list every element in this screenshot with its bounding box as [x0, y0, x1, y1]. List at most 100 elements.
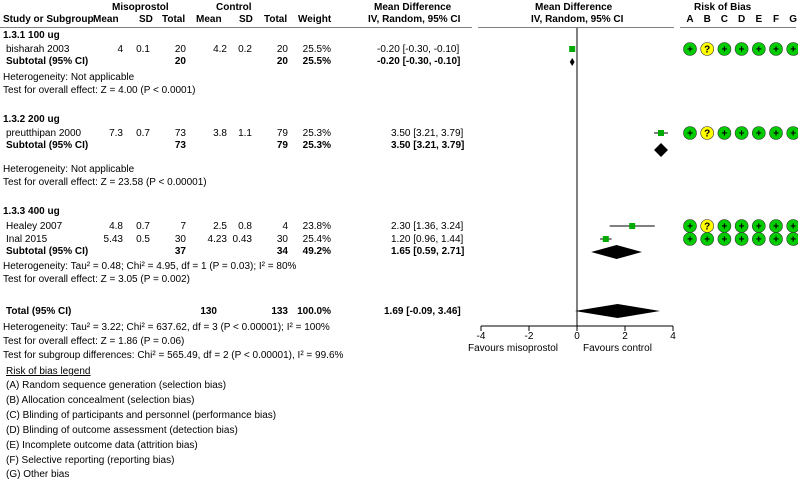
- rob-judgement: +: [790, 222, 796, 233]
- rob-legend-item: (D) Blinding of outcome assessment (dete…: [6, 425, 238, 436]
- header-sd1: SD: [139, 14, 153, 25]
- subtotal-total2: 20: [276, 56, 288, 67]
- low-risk-icon: [769, 42, 783, 56]
- rob-judgement: +: [721, 129, 727, 140]
- rob-letter: C: [720, 14, 728, 25]
- overall-effect-text: Test for overall effect: Z = 23.58 (P < …: [3, 177, 207, 188]
- study-weight: 25.5%: [302, 44, 331, 55]
- study-mean2: 4.2: [213, 44, 227, 55]
- header-misoprostol: Misoprostol: [112, 2, 169, 13]
- rob-judgement: ?: [704, 222, 710, 233]
- low-risk-icon: [734, 42, 749, 56]
- x-tick-label: 4: [670, 331, 676, 342]
- overall-effect-text: Test for overall effect: Z = 4.00 (P < 0…: [3, 85, 196, 96]
- subtotal-weight: 25.5%: [302, 56, 331, 67]
- low-risk-icon: [751, 42, 766, 56]
- study-name: Healey 2007: [6, 221, 63, 232]
- low-risk-icon: [683, 42, 697, 56]
- study-ci: -0.20 [-0.30, -0.10]: [377, 44, 460, 55]
- unclear-risk-icon: [700, 42, 715, 56]
- total-overall-effect: Test for overall effect: Z = 1.86 (P = 0…: [3, 336, 185, 347]
- study-sd2: 0.43: [232, 234, 252, 245]
- header-rule: [0, 27, 472, 28]
- rob-legend-title: Risk of bias legend: [6, 366, 91, 377]
- subtotal-ci: 1.65 [0.59, 2.71]: [391, 246, 465, 257]
- low-risk-icon: [683, 232, 697, 246]
- low-risk-icon: [786, 126, 798, 140]
- low-risk-icon: [786, 42, 798, 56]
- study-total2: 79: [276, 128, 288, 139]
- subgroup-title: 1.3.1 100 ug: [3, 30, 60, 41]
- rob-judgement: +: [687, 222, 693, 233]
- rob-legend-item: (A) Random sequence generation (selectio…: [6, 380, 227, 391]
- total-weight: 100.0%: [297, 306, 331, 317]
- summary-diamond: [591, 245, 643, 259]
- rob-judgement: +: [739, 222, 745, 233]
- study-point: [629, 223, 636, 229]
- rob-judgement: +: [790, 129, 796, 140]
- study-point: [658, 130, 664, 136]
- study-mean2: 3.8: [213, 128, 227, 139]
- header-study-col: Study or Subgroup: [3, 14, 94, 25]
- rob-judgement: +: [756, 129, 762, 140]
- low-risk-icon: [751, 232, 766, 246]
- rob-judgement: +: [721, 222, 727, 233]
- rob-judgement: +: [739, 129, 745, 140]
- subtotal-weight: 25.3%: [302, 140, 331, 151]
- study-name: Inal 2015: [6, 234, 48, 245]
- rob-legend-item: (C) Blinding of participants and personn…: [6, 410, 277, 421]
- x-tick-label: 2: [622, 331, 628, 342]
- study-total2: 20: [276, 44, 288, 55]
- summary-diamond: [654, 143, 668, 157]
- study-total2: 4: [282, 221, 288, 232]
- header-plot-title: Mean Difference: [535, 2, 613, 13]
- subtotal-total1: 37: [174, 246, 186, 257]
- study-ci: 3.50 [3.21, 3.79]: [391, 128, 464, 139]
- rob-judgement: ?: [704, 129, 710, 140]
- study-weight: 23.8%: [302, 221, 331, 232]
- favours-right-label: Favours control: [583, 343, 652, 354]
- header-plot-sub: IV, Random, 95% CI: [531, 14, 624, 25]
- study-mean2: 2.5: [213, 221, 227, 232]
- study-sd1: 0.7: [136, 128, 150, 139]
- summary-diamond: [569, 58, 575, 66]
- rob-legend-item: (G) Other bias: [6, 469, 70, 480]
- rob-judgement: +: [721, 235, 727, 246]
- low-risk-icon: [717, 232, 732, 246]
- study-sd2: 0.8: [238, 221, 252, 232]
- study-total1: 20: [174, 44, 186, 55]
- rob-judgement: +: [756, 45, 762, 56]
- subtotal-total2: 79: [276, 140, 288, 151]
- study-mean2: 4.23: [207, 234, 227, 245]
- low-risk-icon: [700, 232, 715, 246]
- rob-letter: F: [772, 14, 780, 25]
- header-mean2: Mean: [196, 14, 222, 25]
- study-mean1: 5.43: [103, 234, 123, 245]
- header-sd2: SD: [239, 14, 253, 25]
- rob-judgement: +: [790, 235, 796, 246]
- study-point: [569, 46, 576, 52]
- study-name: bisharah 2003: [6, 44, 70, 55]
- study-mean1: 7.3: [109, 128, 123, 139]
- low-risk-icon: [751, 126, 766, 140]
- study-total1: 73: [174, 128, 186, 139]
- subtotal-ci: 3.50 [3.21, 3.79]: [391, 140, 465, 151]
- subtotal-ci: -0.20 [-0.30, -0.10]: [377, 56, 461, 67]
- total-heterogeneity: Heterogeneity: Tau² = 3.22; Chi² = 637.6…: [3, 322, 330, 333]
- rob-letter: D: [737, 14, 746, 25]
- study-weight: 25.4%: [302, 234, 331, 245]
- rob-judgement: +: [756, 222, 762, 233]
- header-rule-plot: [478, 27, 674, 28]
- study-sd1: 0.1: [136, 44, 150, 55]
- study-mean1: 4: [117, 44, 123, 55]
- header-md-sub: IV, Random, 95% CI: [368, 14, 461, 25]
- subtotal-total1: 20: [174, 56, 186, 67]
- x-tick-label: -2: [524, 331, 534, 342]
- low-risk-icon: [786, 232, 798, 246]
- study-total1: 7: [180, 221, 186, 232]
- rob-legend-item: (E) Incomplete outcome data (attrition b…: [6, 440, 198, 451]
- rob-letter: G: [789, 14, 798, 25]
- study-ci: 1.20 [0.96, 1.44]: [391, 234, 464, 245]
- header-md-title: Mean Difference: [374, 2, 452, 13]
